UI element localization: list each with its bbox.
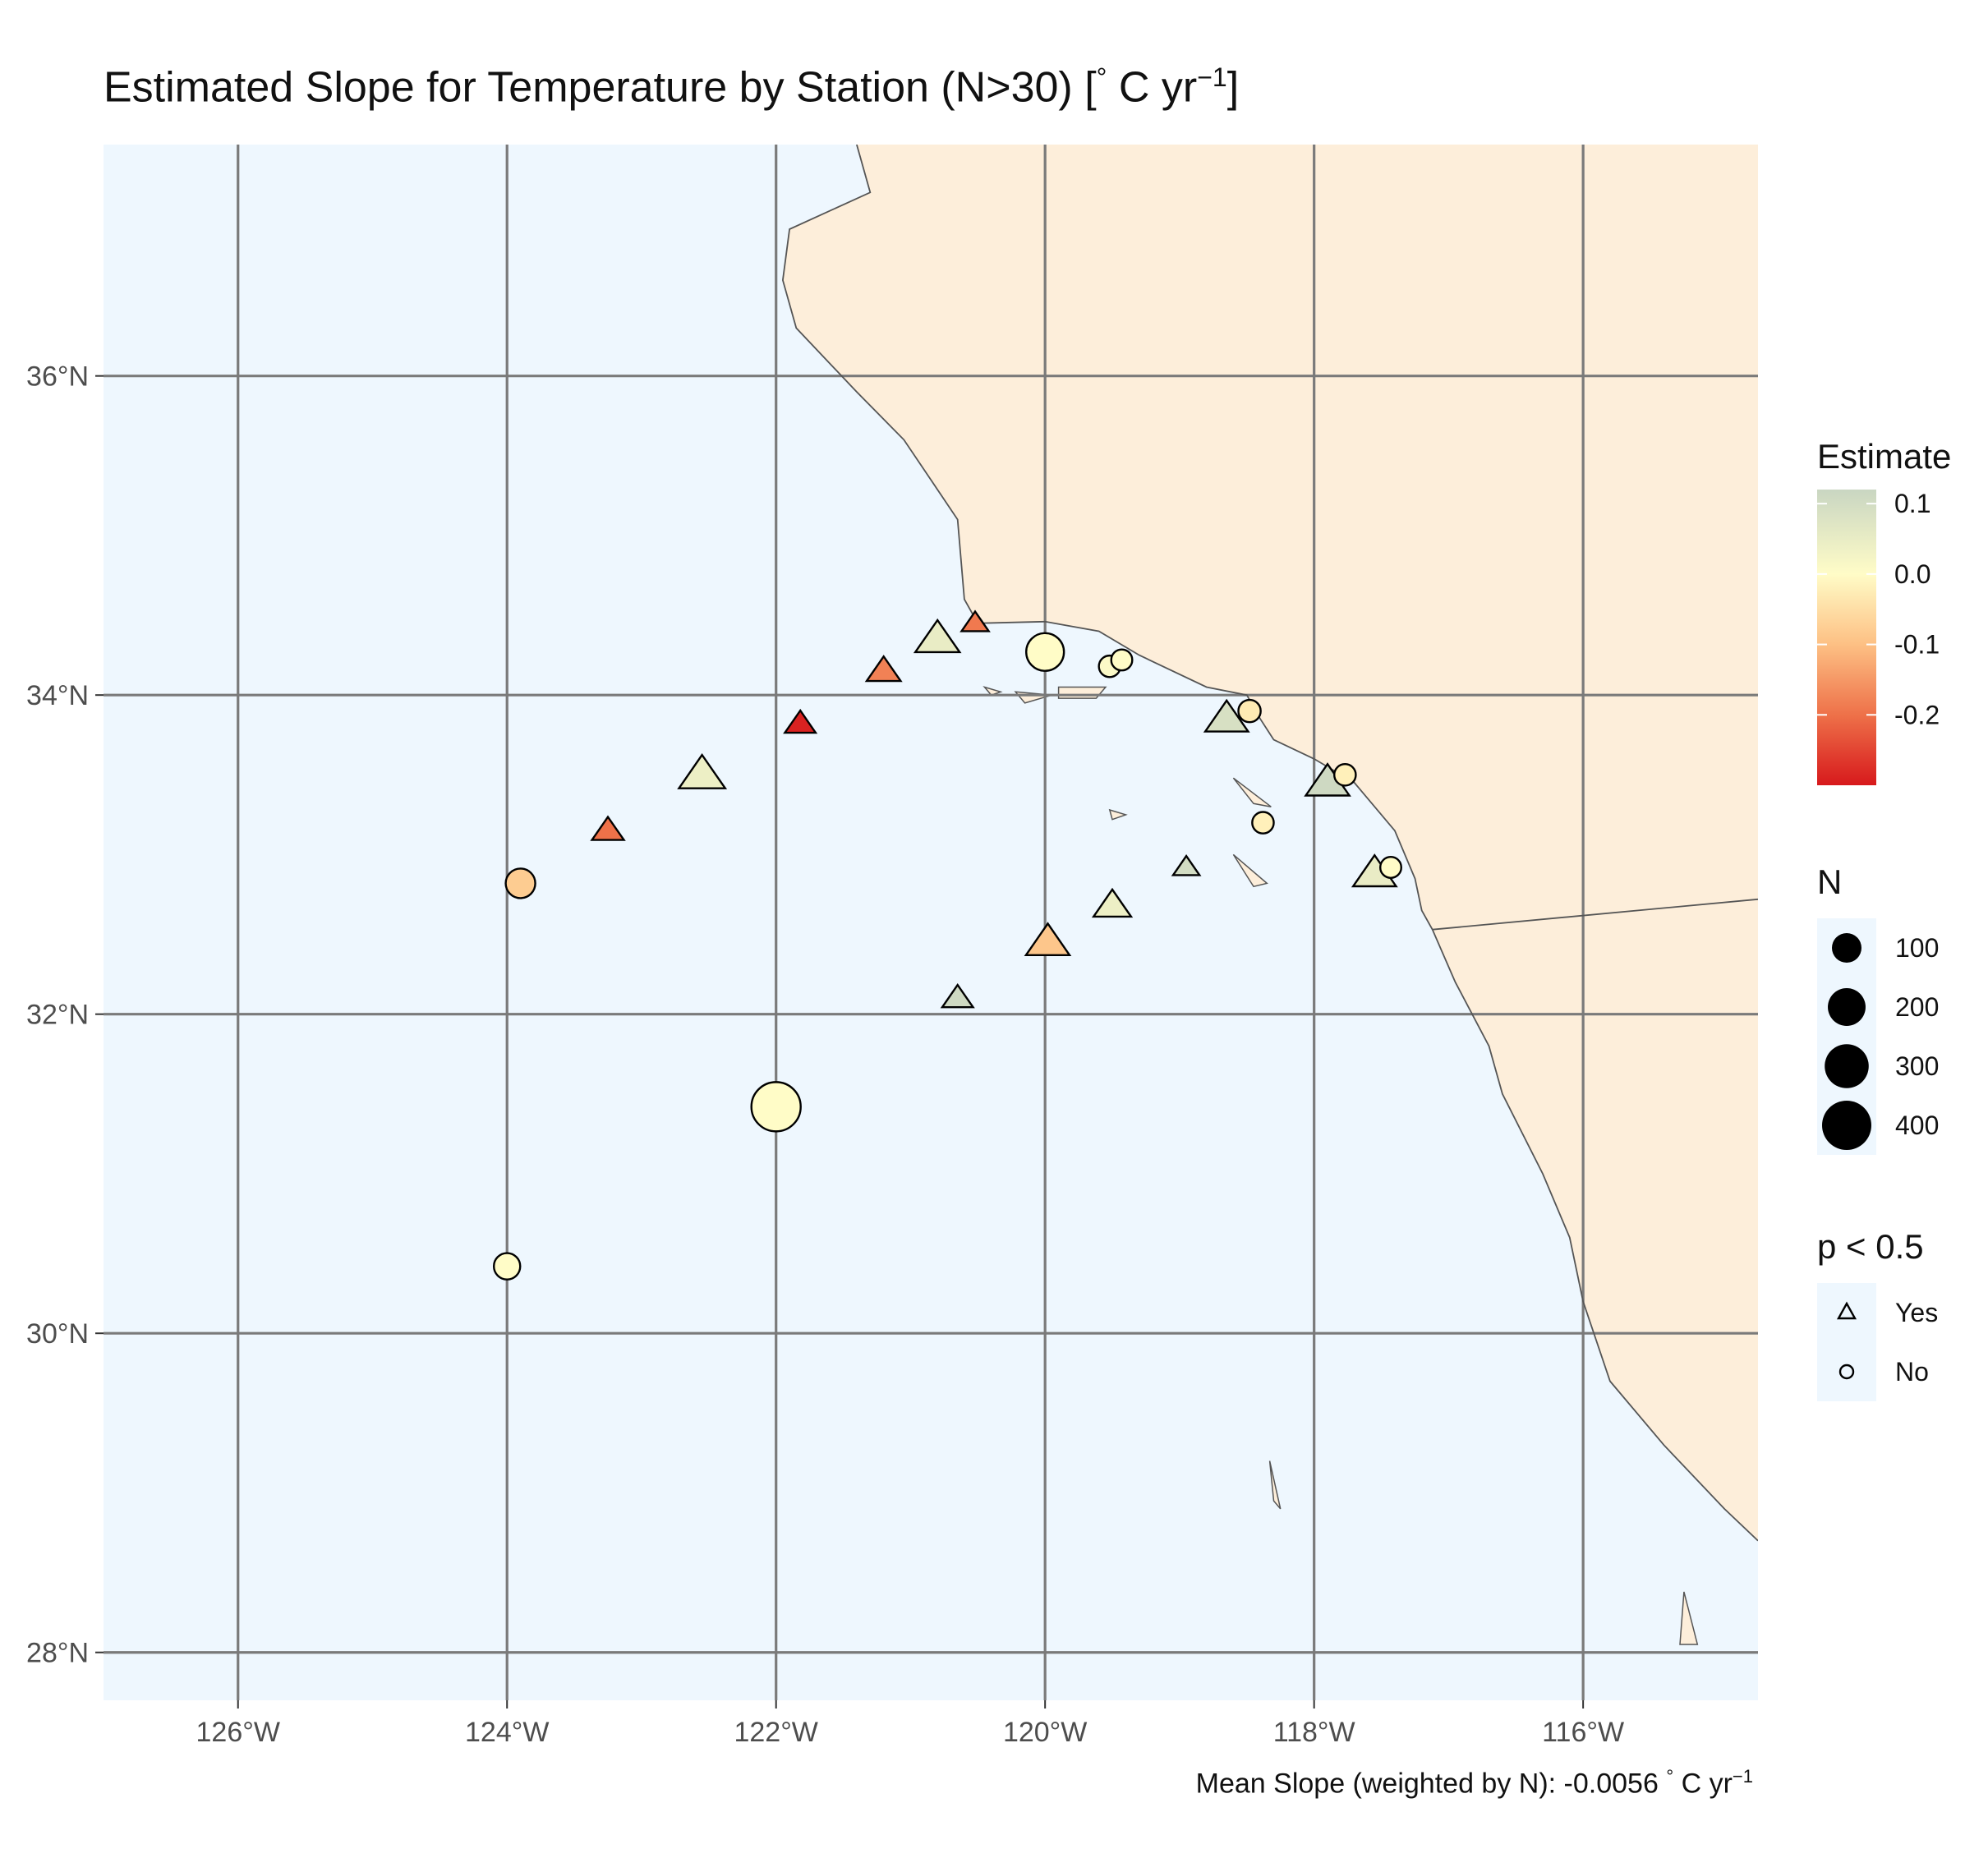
station-circle xyxy=(1237,698,1262,724)
station-circle xyxy=(504,867,536,899)
size-legend-label: 300 xyxy=(1895,1051,1939,1081)
size-legend-key xyxy=(1825,1044,1869,1088)
colorbar xyxy=(1817,490,1876,785)
x-tick-label: 118°W xyxy=(1273,1717,1355,1748)
station-points xyxy=(492,609,1402,1281)
station-circle xyxy=(1025,632,1065,672)
island xyxy=(982,686,1003,697)
map-panel xyxy=(104,145,1758,1700)
station-triangle xyxy=(913,618,962,654)
island xyxy=(1268,1460,1282,1510)
chart-title-unit: C yr xyxy=(1107,63,1198,112)
y-tick-label: 34°N xyxy=(26,680,89,711)
size-legend-key xyxy=(1822,1101,1871,1150)
x-tick-label: 126°W xyxy=(196,1717,280,1748)
legend: Estimate 0.1 0.0 -0.1 -0.2 N 100 200 300 400 p < 0… xyxy=(1817,437,1951,1401)
chart-title-degree: ° xyxy=(1096,62,1107,92)
x-tick-label: 116°W xyxy=(1542,1717,1624,1748)
island xyxy=(1679,1591,1699,1645)
station-triangle xyxy=(783,708,818,734)
caption-unit: C yr xyxy=(1673,1768,1733,1800)
shape-legend-label: No xyxy=(1895,1357,1929,1387)
size-legend-key xyxy=(1828,988,1866,1026)
y-tick-label: 30°N xyxy=(26,1318,89,1350)
y-tick-label: 28°N xyxy=(26,1638,89,1669)
legend-p-title: p < 0.5 xyxy=(1817,1227,1924,1266)
colorbar-label: 0.1 xyxy=(1894,489,1930,518)
x-tick-label: 122°W xyxy=(734,1717,817,1748)
shape-legend-background xyxy=(1817,1283,1876,1401)
shape-legend-label: Yes xyxy=(1895,1298,1938,1327)
x-tick-label: 124°W xyxy=(465,1717,549,1748)
island xyxy=(1108,808,1128,821)
island xyxy=(1232,853,1268,888)
chart-title-text: Estimated Slope for Temperature by Stati… xyxy=(104,63,1097,112)
colorbar-label: -0.1 xyxy=(1894,630,1940,660)
station-triangle xyxy=(1203,698,1250,733)
colorbar-label: 0.0 xyxy=(1894,559,1930,589)
station-circle xyxy=(492,1252,522,1281)
map-axes: 126°W 124°W 122°W 120°W 118°W 116°W 28°N 30°N 32… xyxy=(26,361,1624,1748)
station-triangle xyxy=(1024,922,1072,957)
island xyxy=(1232,777,1272,807)
caption-text: Mean Slope (weighted by N): -0.0056 xyxy=(1195,1768,1667,1800)
station-circle xyxy=(1251,811,1275,835)
land xyxy=(782,145,1758,1541)
chart-title-close: ] xyxy=(1226,63,1240,112)
size-legend-label: 400 xyxy=(1895,1111,1939,1140)
y-tick-label: 32°N xyxy=(26,1000,89,1031)
station-triangle xyxy=(959,609,991,632)
size-legend-label: 100 xyxy=(1895,933,1939,963)
country-border xyxy=(1432,898,1758,931)
colorbar-label: -0.2 xyxy=(1894,700,1940,729)
y-tick-label: 36°N xyxy=(26,361,89,393)
legend-estimate-title: Estimate xyxy=(1817,437,1951,476)
station-circle xyxy=(750,1081,802,1133)
station-triangle xyxy=(590,815,626,841)
coastline xyxy=(781,145,1758,1542)
x-tick-label: 120°W xyxy=(1003,1717,1087,1748)
map-layer xyxy=(104,145,1758,1700)
caption-degree: ° xyxy=(1666,1766,1674,1787)
size-legend-key xyxy=(1832,933,1861,963)
caption: Mean Slope (weighted by N): -0.0056 ° C … xyxy=(1196,1766,1753,1800)
size-legend-label: 200 xyxy=(1895,992,1939,1022)
station-triangle xyxy=(864,655,903,683)
station-triangle xyxy=(1091,887,1134,918)
chart-title-exponent: −1 xyxy=(1197,62,1227,92)
shape-legend-circle xyxy=(1838,1364,1855,1380)
station-triangle xyxy=(1171,853,1202,876)
caption-exponent: −1 xyxy=(1732,1766,1753,1787)
station-triangle xyxy=(940,982,975,1009)
legend-n-title: N xyxy=(1817,862,1842,901)
station-circle xyxy=(1110,648,1134,672)
station-circle xyxy=(1333,763,1357,787)
chart-title: Estimated Slope for Temperature by Stati… xyxy=(104,62,1239,112)
station-circle xyxy=(1379,855,1402,879)
station-triangle xyxy=(677,752,728,789)
shape-legend-triangle xyxy=(1836,1301,1857,1320)
